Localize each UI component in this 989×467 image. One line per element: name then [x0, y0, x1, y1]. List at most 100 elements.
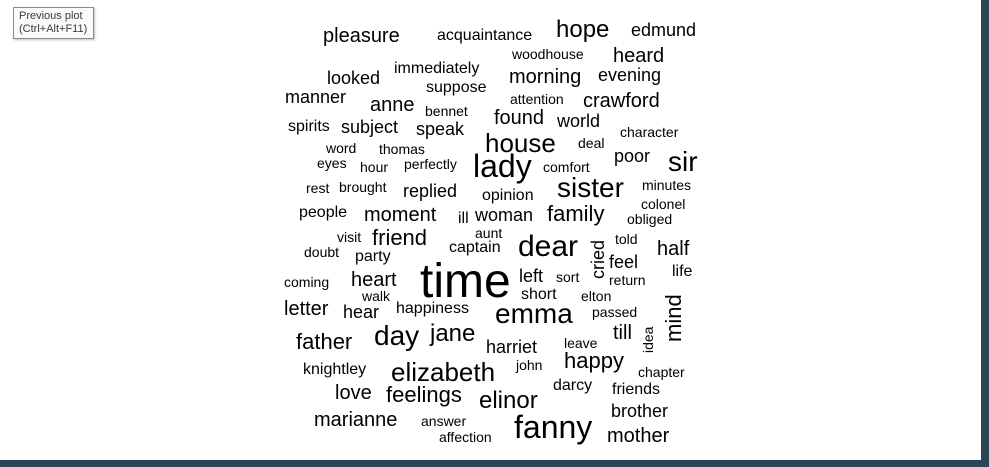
cloud-word: elton — [581, 288, 612, 304]
cloud-word: eyes — [317, 155, 347, 171]
cloud-word: feel — [609, 252, 639, 272]
cloud-word: suppose — [426, 79, 487, 96]
cloud-word: brother — [611, 401, 669, 421]
cloud-word: thomas — [379, 141, 425, 157]
cloud-word: return — [609, 272, 646, 288]
cloud-word: left — [519, 266, 544, 286]
cloud-word: letter — [284, 298, 329, 320]
cloud-word: love — [335, 382, 372, 404]
cloud-word: dear — [518, 230, 579, 263]
cloud-word: aunt — [475, 225, 503, 241]
cloud-word: marianne — [314, 409, 398, 431]
cloud-word: time — [420, 255, 511, 308]
cloud-word: sir — [668, 146, 698, 177]
cloud-word: short — [521, 286, 557, 303]
cloud-word: feelings — [386, 382, 462, 407]
cloud-word: friend — [372, 225, 428, 250]
cloud-word: hope — [556, 16, 610, 43]
cloud-word: edmund — [631, 20, 697, 40]
cloud-word: comfort — [543, 159, 590, 175]
cloud-word: chapter — [638, 364, 685, 380]
tooltip-shortcut: (Ctrl+Alt+F11) — [19, 23, 88, 35]
cloud-word: looked — [327, 68, 381, 88]
cloud-word: knightley — [303, 361, 367, 378]
cloud-word: rest — [306, 180, 330, 196]
cloud-word: doubt — [304, 244, 340, 260]
cloud-word: pleasure — [323, 25, 400, 47]
cloud-word: answer — [421, 413, 467, 429]
cloud-word: world — [557, 111, 601, 131]
cloud-word: hour — [360, 159, 389, 175]
cloud-word: mind — [661, 294, 686, 342]
cloud-word: harriet — [486, 337, 538, 357]
cloud-word: obliged — [627, 211, 673, 227]
cloud-word: heard — [613, 45, 665, 67]
cloud-word: darcy — [553, 377, 593, 394]
cloud-word: coming — [284, 274, 330, 290]
cloud-word: elinor — [479, 387, 538, 414]
cloud-word: elizabeth — [391, 357, 496, 387]
cloud-word: replied — [403, 181, 458, 201]
cloud-word: opinion — [482, 187, 534, 204]
cloud-word: walk — [362, 288, 391, 304]
previous-plot-tooltip: Previous plot (Ctrl+Alt+F11) — [13, 7, 95, 39]
cloud-word: word — [326, 140, 357, 156]
cloud-word: attention — [510, 91, 564, 107]
cloud-word: hear — [343, 302, 380, 322]
cloud-word: happiness — [396, 300, 469, 317]
cloud-word: till — [613, 322, 632, 344]
cloud-word: brought — [339, 179, 387, 195]
window-frame-right — [981, 0, 989, 467]
cloud-word: jane — [430, 320, 476, 347]
cloud-word: cried — [588, 240, 608, 280]
cloud-word: mother — [607, 425, 670, 447]
cloud-word: house — [485, 128, 556, 158]
cloud-word: evening — [598, 65, 662, 85]
window-frame-bottom — [0, 460, 989, 467]
cloud-word: idea — [640, 327, 656, 354]
cloud-word: half — [657, 238, 690, 260]
cloud-word: captain — [449, 239, 501, 256]
cloud-word: subject — [341, 117, 399, 137]
cloud-word: life — [672, 263, 693, 280]
cloud-word: morning — [509, 66, 582, 88]
cloud-word: father — [296, 329, 353, 354]
cloud-word: colonel — [641, 196, 686, 212]
cloud-word: john — [516, 357, 543, 373]
cloud-word: found — [494, 107, 545, 129]
cloud-word: heart — [351, 269, 397, 291]
cloud-word: lady — [473, 148, 532, 184]
cloud-word: acquaintance — [437, 27, 533, 44]
cloud-word: ill — [458, 210, 469, 227]
tooltip-title: Previous plot — [19, 10, 83, 22]
cloud-word: speak — [416, 119, 465, 139]
cloud-word: deal — [578, 135, 605, 151]
cloud-word: sister — [557, 172, 624, 203]
cloud-word: people — [299, 204, 348, 221]
cloud-word: day — [374, 320, 420, 351]
cloud-word: visit — [337, 229, 362, 245]
cloud-word: emma — [495, 298, 573, 329]
cloud-word: passed — [592, 304, 638, 320]
cloud-word: character — [620, 124, 679, 140]
cloud-word: moment — [364, 204, 437, 226]
cloud-word: sort — [556, 269, 580, 285]
word-cloud-plot: pleasure acquaintance hope edmund woodhouse h… — [284, 16, 698, 447]
cloud-word: told — [615, 231, 638, 247]
cloud-word: manner — [285, 87, 347, 107]
cloud-word: immediately — [394, 60, 480, 77]
cloud-word: affection — [439, 429, 492, 445]
cloud-word: woman — [475, 205, 534, 225]
cloud-word: crawford — [583, 90, 660, 112]
cloud-word: bennet — [425, 103, 468, 119]
cloud-word: leave — [564, 335, 598, 351]
cloud-word: party — [355, 248, 391, 265]
cloud-word: friends — [612, 381, 661, 398]
cloud-word: spirits — [288, 118, 330, 135]
cloud-word: anne — [370, 94, 415, 116]
cloud-word: happy — [564, 348, 624, 373]
cloud-word: perfectly — [404, 156, 457, 172]
cloud-word: family — [547, 201, 605, 226]
cloud-word: poor — [614, 146, 651, 166]
cloud-word: woodhouse — [512, 46, 584, 62]
